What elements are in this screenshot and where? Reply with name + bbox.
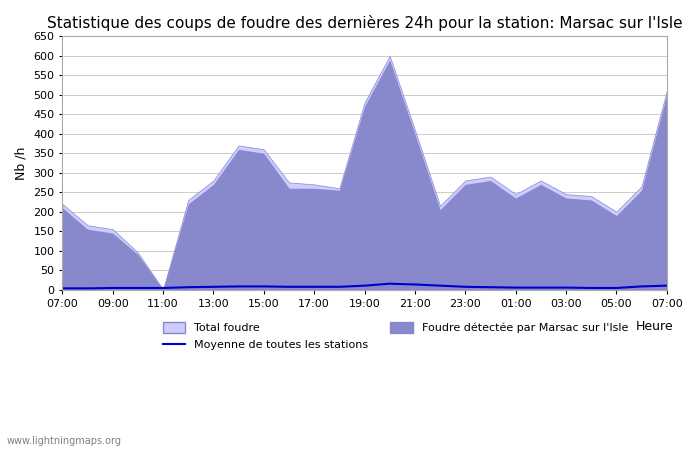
X-axis label: Heure: Heure bbox=[636, 320, 673, 333]
Text: www.lightningmaps.org: www.lightningmaps.org bbox=[7, 436, 122, 446]
Legend: Total foudre, Moyenne de toutes les stations, Foudre détectée par Marsac sur l'I: Total foudre, Moyenne de toutes les stat… bbox=[158, 318, 632, 355]
Y-axis label: Nb /h: Nb /h bbox=[15, 146, 28, 180]
Title: Statistique des coups de foudre des dernières 24h pour la station: Marsac sur l': Statistique des coups de foudre des dern… bbox=[47, 15, 682, 31]
